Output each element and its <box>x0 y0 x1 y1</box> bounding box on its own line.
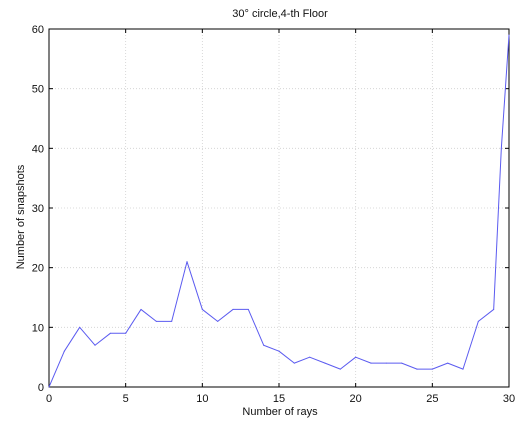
data-point <box>79 326 81 328</box>
data-point <box>462 368 464 370</box>
data-point <box>416 368 418 370</box>
y-axis-label: Number of snapshots <box>15 164 27 269</box>
data-point <box>155 320 157 322</box>
data-point <box>431 368 433 370</box>
data-point <box>477 320 479 322</box>
x-tick-label: 5 <box>123 393 129 405</box>
data-point <box>447 362 449 364</box>
data-point <box>171 320 173 322</box>
data-point <box>324 362 326 364</box>
data-point <box>508 34 510 36</box>
y-tick-label: 20 <box>32 263 44 275</box>
x-axis-label: Number of rays <box>242 406 318 418</box>
chart-title: 30° circle,4-th Floor <box>232 8 328 20</box>
data-point <box>109 332 111 334</box>
data-point <box>293 362 295 364</box>
y-tick-label: 50 <box>32 84 44 96</box>
data-point <box>247 308 249 311</box>
data-point <box>232 308 234 311</box>
data-point <box>94 344 96 346</box>
x-tick-label: 30 <box>503 393 515 405</box>
data-point <box>140 308 142 311</box>
x-tick-label: 25 <box>426 393 438 405</box>
data-point <box>385 362 387 364</box>
data-point <box>63 350 65 352</box>
data-point <box>48 386 50 388</box>
data-point <box>309 356 311 358</box>
x-tick-label: 10 <box>196 393 208 405</box>
data-point <box>125 332 127 334</box>
series-line <box>48 34 510 388</box>
data-point <box>401 362 403 364</box>
data-point <box>500 147 502 149</box>
ticks-layer: 0 5 10 15 20 25 30 0 10 20 30 40 50 60 <box>32 24 515 405</box>
data-point <box>217 320 219 322</box>
y-tick-label: 0 <box>38 382 44 394</box>
y-tick-label: 40 <box>32 143 44 155</box>
y-tick-label: 30 <box>32 203 44 215</box>
data-point <box>278 350 280 352</box>
data-point <box>355 356 357 358</box>
x-tick-label: 15 <box>273 393 285 405</box>
data-point <box>186 261 188 263</box>
y-tick-label: 60 <box>32 24 44 36</box>
y-tick-label: 10 <box>32 322 44 334</box>
data-point <box>493 308 495 311</box>
data-point <box>339 368 341 370</box>
data-point <box>201 308 203 311</box>
data-point <box>263 344 265 346</box>
x-tick-label: 0 <box>46 393 52 405</box>
data-point <box>370 362 372 364</box>
x-tick-label: 20 <box>350 393 362 405</box>
series-layer <box>48 34 510 388</box>
